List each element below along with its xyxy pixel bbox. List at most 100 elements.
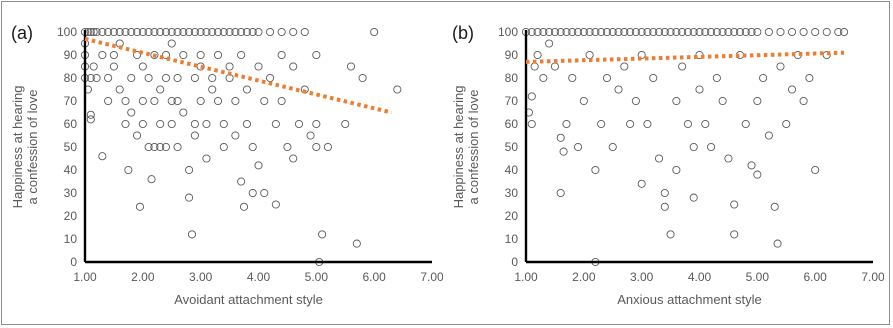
data-point — [242, 85, 251, 94]
data-point — [196, 27, 205, 37]
data-point — [649, 73, 658, 83]
data-point — [277, 27, 286, 37]
y-tick-label: 80 — [505, 71, 519, 85]
x-tick-label: 6.00 — [803, 270, 827, 284]
data-point — [185, 27, 194, 37]
data-point — [672, 96, 681, 106]
data-point — [86, 115, 95, 124]
data-point — [239, 202, 249, 211]
data-point — [318, 230, 327, 239]
data-point — [190, 73, 199, 83]
data-point — [219, 142, 228, 152]
data-point — [231, 131, 240, 140]
data-point — [121, 96, 130, 106]
data-point — [237, 27, 246, 37]
data-point — [312, 50, 321, 60]
data-point — [683, 119, 692, 129]
x-tick-label: 7.00 — [420, 270, 443, 284]
data-point — [161, 27, 171, 37]
y-tick-label: 40 — [505, 163, 519, 177]
data-point — [104, 96, 113, 106]
data-point — [254, 27, 263, 37]
data-point — [161, 50, 171, 60]
data-point — [730, 27, 739, 37]
data-point — [602, 73, 612, 83]
data-point — [173, 96, 182, 106]
data-point — [289, 27, 298, 37]
data-point — [689, 27, 698, 37]
data-point — [626, 27, 635, 37]
data-point — [695, 27, 704, 37]
data-point — [556, 188, 565, 198]
data-point — [260, 188, 269, 198]
data-point — [254, 62, 263, 71]
data-point — [787, 27, 797, 37]
data-point — [840, 27, 849, 37]
data-point — [109, 62, 118, 71]
data-point — [527, 92, 536, 101]
data-point — [730, 230, 739, 239]
data-point — [124, 165, 133, 175]
x-axis-title: Avoidant attachment style — [174, 292, 323, 307]
data-point — [695, 85, 704, 94]
data-point — [86, 110, 95, 119]
data-point — [132, 131, 142, 140]
data-point — [701, 27, 710, 37]
data-point — [167, 119, 176, 129]
data-point — [712, 73, 721, 83]
data-point — [92, 27, 101, 37]
data-point — [805, 73, 814, 83]
data-point — [225, 62, 234, 71]
data-point — [167, 96, 176, 106]
x-tick-label: 1.00 — [73, 270, 97, 284]
data-point — [237, 177, 246, 186]
x-tick-label: 2.00 — [572, 270, 596, 284]
data-point — [527, 27, 536, 37]
data-point — [283, 142, 292, 152]
data-point — [787, 85, 797, 94]
data-point — [98, 50, 107, 60]
x-axis-title: Anxious attachment style — [617, 292, 762, 307]
data-point — [562, 119, 571, 129]
data-point — [179, 108, 188, 117]
data-point — [150, 27, 159, 37]
data-point — [190, 119, 199, 129]
data-point — [614, 85, 623, 94]
data-point — [109, 27, 118, 37]
y-tick-label: 50 — [505, 140, 519, 154]
data-point — [312, 119, 321, 129]
data-point — [764, 27, 773, 37]
data-point — [173, 142, 182, 152]
data-point — [219, 27, 228, 37]
data-point — [266, 27, 275, 37]
data-point — [637, 50, 646, 60]
data-point — [300, 27, 309, 37]
data-point — [294, 119, 304, 129]
data-point — [637, 179, 646, 188]
data-point — [631, 96, 640, 106]
data-point — [799, 96, 808, 106]
data-point — [811, 165, 820, 175]
data-point — [237, 50, 246, 60]
data-point — [109, 50, 118, 60]
y-tick-label: 80 — [64, 71, 78, 85]
data-point — [724, 154, 733, 163]
data-point — [643, 119, 652, 129]
data-point — [346, 62, 356, 71]
data-point — [219, 119, 228, 129]
data-point — [707, 142, 716, 152]
data-point — [86, 27, 95, 37]
data-point — [213, 27, 223, 37]
data-point — [614, 27, 623, 37]
data-point — [834, 27, 843, 37]
y-axis-title-line: Happiness at hearing — [10, 86, 25, 209]
y-tick-label: 30 — [64, 186, 78, 200]
data-point — [248, 27, 257, 37]
data-point — [591, 27, 600, 37]
data-point — [231, 96, 240, 106]
data-point — [289, 154, 298, 163]
data-point — [579, 27, 588, 37]
data-point — [770, 202, 779, 211]
data-point — [741, 27, 750, 37]
